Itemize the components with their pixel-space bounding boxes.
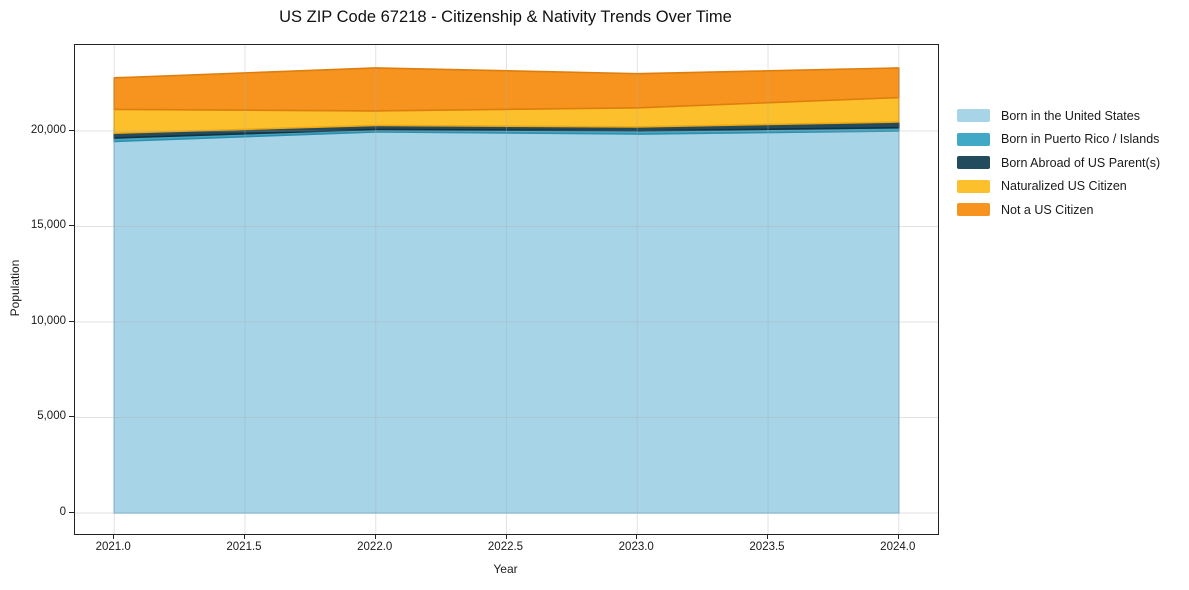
x-tick-label: 2023.0 <box>618 541 654 553</box>
legend-label: Born in Puerto Rico / Islands <box>1001 132 1160 147</box>
y-tick-mark <box>69 416 74 418</box>
x-tick-label: 2021.5 <box>226 541 262 553</box>
legend-label: Born in the United States <box>1001 108 1140 123</box>
y-tick-mark <box>69 511 74 513</box>
y-tick-mark <box>69 225 74 227</box>
x-tick-label: 2024.0 <box>880 541 916 553</box>
y-tick-label: 0 <box>59 505 66 518</box>
x-tick-label: 2022.0 <box>357 541 393 553</box>
legend-label: Naturalized US Citizen <box>1001 179 1127 194</box>
legend-label: Not a US Citizen <box>1001 202 1094 217</box>
x-tick-label: 2022.5 <box>487 541 524 553</box>
x-tick-label: 2023.5 <box>749 541 785 553</box>
legend-item-born-in-the-united-states: Born in the United States <box>957 104 1160 128</box>
x-tick-mark <box>113 534 115 539</box>
x-tick-mark <box>374 534 376 539</box>
y-tick-label: 20,000 <box>30 123 66 136</box>
legend-item-not-a-us-citizen: Not a US Citizen <box>957 198 1160 222</box>
legend-swatch <box>957 109 990 123</box>
x-tick-mark <box>897 534 899 539</box>
legend-swatch <box>957 179 990 193</box>
chart-title: US ZIP Code 67218 - Citizenship & Nativi… <box>279 8 732 26</box>
stacked-area-plot <box>75 45 938 534</box>
legend-item-born-abroad-of-us-parent-s: Born Abroad of US Parent(s) <box>957 151 1160 175</box>
x-tick-mark <box>767 534 768 539</box>
plot-area <box>74 44 939 535</box>
y-axis-label: Population <box>8 259 22 317</box>
x-tick-mark <box>636 534 638 539</box>
y-tick-label: 15,000 <box>30 219 66 232</box>
y-tick-label: 5,000 <box>37 410 66 423</box>
x-tick-label: 2021.0 <box>95 541 131 553</box>
legend-swatch <box>957 156 990 170</box>
x-tick-mark <box>243 534 245 539</box>
x-axis-label: Year <box>493 562 518 576</box>
y-tick-mark <box>69 129 74 131</box>
x-tick-mark <box>505 534 507 539</box>
legend: Born in the United States Born in Puerto … <box>957 104 1160 222</box>
legend-swatch <box>957 132 990 146</box>
legend-label: Born Abroad of US Parent(s) <box>1001 155 1161 170</box>
y-tick-mark <box>69 320 74 322</box>
legend-swatch <box>957 203 990 217</box>
legend-item-born-in-puerto-rico-islands: Born in Puerto Rico / Islands <box>957 128 1160 152</box>
legend-item-naturalized-us-citizen: Naturalized US Citizen <box>957 175 1160 199</box>
area-not-a-us-citizen <box>113 67 900 112</box>
y-tick-label: 10,000 <box>30 314 66 327</box>
